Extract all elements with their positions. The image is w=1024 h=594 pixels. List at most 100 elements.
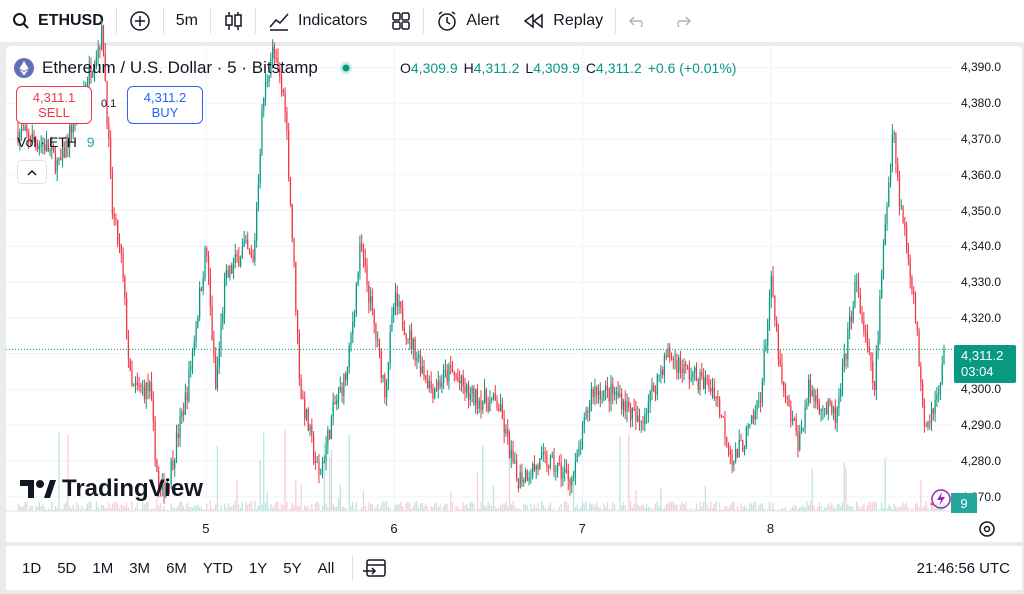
- volume-bar: [836, 504, 838, 511]
- volume-legend[interactable]: Vol · ETH 9: [17, 134, 95, 150]
- utc-clock[interactable]: 21:46:56 UTC: [916, 559, 1010, 577]
- candle-body: [330, 416, 333, 440]
- volume-bar: [808, 505, 810, 511]
- interval-button[interactable]: 5m: [164, 0, 210, 42]
- candle-body: [759, 401, 762, 403]
- candle-body: [129, 358, 131, 371]
- volume-bar: [886, 507, 888, 511]
- candle-body: [28, 132, 30, 141]
- candle-body: [496, 400, 498, 408]
- candle-body: [166, 483, 169, 487]
- candle-body: [605, 386, 607, 391]
- price-tick-label: 4,300.0: [961, 382, 1002, 397]
- volume-bar: [533, 503, 536, 511]
- candle-body: [913, 290, 915, 294]
- volume-bar: [838, 503, 840, 511]
- candles-icon: [225, 12, 242, 30]
- candle-body: [907, 249, 910, 259]
- range-button-1m[interactable]: 1M: [92, 559, 114, 577]
- undo-button[interactable]: [616, 0, 660, 42]
- candle-body: [571, 478, 573, 486]
- candle-body: [453, 372, 455, 376]
- candle-body: [918, 330, 920, 367]
- candle-body: [29, 140, 32, 143]
- candle-body: [426, 378, 429, 388]
- chart-type-button[interactable]: [211, 0, 255, 42]
- symbol-label: ETHUSD: [38, 12, 104, 29]
- candle-body: [476, 388, 479, 409]
- ai-assistant-icon[interactable]: [926, 486, 952, 512]
- redo-button[interactable]: [660, 0, 704, 42]
- volume-bar: [927, 507, 929, 511]
- candle-body: [610, 384, 612, 402]
- symbol-search[interactable]: ETHUSD: [0, 0, 116, 42]
- volume-bar: [432, 506, 434, 511]
- volume-bar: [26, 501, 28, 511]
- candle-body: [93, 66, 96, 72]
- chart-legend[interactable]: Ethereum / U.S. Dollar · 5 · Bitstamp: [14, 58, 356, 78]
- settings-icon[interactable]: [978, 520, 996, 538]
- volume-bar: [674, 504, 676, 511]
- candle-body: [672, 358, 674, 361]
- candle-body: [346, 367, 349, 380]
- volume-bar: [56, 507, 58, 511]
- candle-body: [651, 385, 653, 392]
- indicators-button[interactable]: Indicators: [256, 0, 379, 42]
- candle-body: [841, 366, 844, 390]
- range-button-6m[interactable]: 6M: [166, 559, 187, 577]
- range-button-1y[interactable]: 1Y: [248, 559, 268, 577]
- volume-bar: [36, 506, 39, 511]
- candle-body: [127, 337, 130, 359]
- candle-body: [533, 464, 536, 470]
- range-button-ytd[interactable]: YTD: [202, 559, 233, 577]
- volume-bar: [686, 509, 689, 511]
- volume-bar: [660, 488, 662, 511]
- volume-bar: [337, 497, 340, 511]
- range-button-all[interactable]: All: [317, 559, 335, 577]
- collapse-legend-button[interactable]: [17, 160, 47, 184]
- sell-button[interactable]: 4,311.1 SELL: [16, 86, 92, 124]
- candle-body: [480, 400, 482, 411]
- candle-body: [738, 439, 740, 458]
- volume-bar: [402, 506, 404, 511]
- volume-bar: [863, 503, 865, 511]
- candle-body: [727, 442, 730, 451]
- tradingview-logo[interactable]: TradingView: [20, 475, 203, 503]
- candle-body: [270, 59, 272, 76]
- volume-bar: [459, 509, 461, 511]
- candle-body: [514, 460, 516, 463]
- candle-body: [540, 454, 543, 459]
- ohlc-values: O4,309.9 H4,311.2 L4,309.9 C4,311.2 +0.6…: [400, 60, 736, 76]
- candle-body: [191, 350, 194, 367]
- volume-bar: [701, 506, 703, 511]
- volume-bar: [795, 505, 797, 511]
- buy-button[interactable]: 4,311.2 BUY: [127, 86, 203, 124]
- range-button-5d[interactable]: 5D: [57, 559, 77, 577]
- candle-body: [806, 403, 808, 408]
- volume-bar: [884, 457, 886, 511]
- range-button-5y[interactable]: 5Y: [283, 559, 302, 577]
- candle-body: [441, 382, 443, 388]
- volume-bar: [841, 502, 844, 511]
- volume-bar: [118, 508, 121, 511]
- range-button-3m[interactable]: 3M: [129, 559, 151, 577]
- candle-body: [133, 385, 135, 386]
- volume-bar: [188, 506, 190, 511]
- volume-bar: [272, 508, 274, 511]
- candle-body: [209, 275, 211, 307]
- volume-bar: [482, 445, 484, 511]
- candle-body: [184, 392, 187, 415]
- alert-button[interactable]: Alert: [424, 0, 511, 42]
- volume-bar: [893, 503, 895, 511]
- volume-bar: [797, 509, 799, 511]
- replay-button[interactable]: Replay: [511, 0, 615, 42]
- layouts-button[interactable]: [379, 0, 423, 42]
- compare-button[interactable]: [117, 0, 163, 42]
- range-button-1d[interactable]: 1D: [22, 559, 42, 577]
- volume-bar: [610, 509, 612, 511]
- candle-body: [747, 425, 749, 429]
- volume-bar: [323, 443, 325, 511]
- volume-bar: [820, 505, 822, 511]
- volume-bar: [619, 436, 621, 511]
- go-to-date-icon[interactable]: [363, 557, 387, 579]
